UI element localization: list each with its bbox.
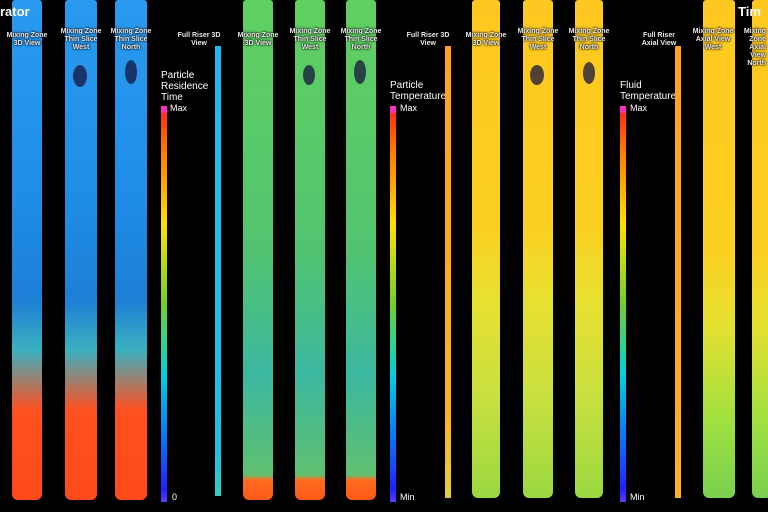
mixing-zone-3d-view-fluid-temp [472, 0, 500, 498]
column-label: Mixing Zone 3D View [465, 32, 507, 47]
legend-title: Particle Temperature [390, 80, 447, 102]
column-label: Mixing Zone Thin Slice West [289, 28, 331, 51]
mixing-zone-west-slice-particle-temp [295, 0, 325, 500]
column-label: Mixing Zone 3D View [6, 32, 48, 47]
column-label: Mixing Zone Thin Slice West [517, 28, 559, 51]
legend-title: Fluid Temperature [620, 80, 677, 102]
mixing-zone-3d-view-residence [12, 0, 42, 500]
column-label: Mixing Zone Thin Slice West [60, 28, 102, 51]
mixing-zone-axial-view-north [752, 0, 768, 498]
colorbar-particle-temperature [390, 106, 396, 502]
full-riser-fluid-temp [675, 46, 681, 498]
column-label: Mixing Zone Axial View West [692, 28, 734, 51]
colorbar-max-label: Max [630, 103, 648, 113]
column-label: Mixing Zone Thin Slice North [340, 28, 382, 51]
colorbar-min-label: Min [400, 492, 415, 502]
colorbar-residence-time [161, 106, 167, 502]
colorbar-min-label: Min [630, 492, 645, 502]
panel-title-partial-left: rator [0, 4, 30, 19]
column-label: Mixing Zone 3D View [237, 32, 279, 47]
column-label: Mixing Zone Thin Slice North [568, 28, 610, 51]
mixing-zone-axial-view-west [703, 0, 735, 498]
riser-label: Full Riser 3D View [406, 32, 450, 47]
full-riser-residence [215, 46, 221, 496]
column-label: Mixing Zone Thin Slice North [110, 28, 152, 51]
mixing-zone-west-slice-residence [65, 0, 97, 500]
mixing-zone-west-slice-fluid-temp [523, 0, 553, 498]
panel-title-partial-right: Tim [738, 4, 761, 19]
column-label: Mixing Zone Axial View North [743, 28, 766, 67]
mixing-zone-north-slice-particle-temp [346, 0, 376, 500]
riser-label: Full Riser 3D View [177, 32, 221, 47]
legend-title: Particle Residence Time [161, 70, 209, 103]
mixing-zone-north-slice-residence [115, 0, 147, 500]
mixing-zone-north-slice-fluid-temp [575, 0, 603, 498]
mixing-zone-3d-view-particle-temp [243, 0, 273, 500]
colorbar-max-label: Max [400, 103, 418, 113]
colorbar-max-label: Max [170, 103, 188, 113]
full-riser-particle-temp [445, 46, 451, 498]
colorbar-fluid-temperature [620, 106, 626, 502]
riser-label: Full Riser Axial View [641, 32, 677, 47]
colorbar-min-label: 0 [172, 492, 178, 502]
